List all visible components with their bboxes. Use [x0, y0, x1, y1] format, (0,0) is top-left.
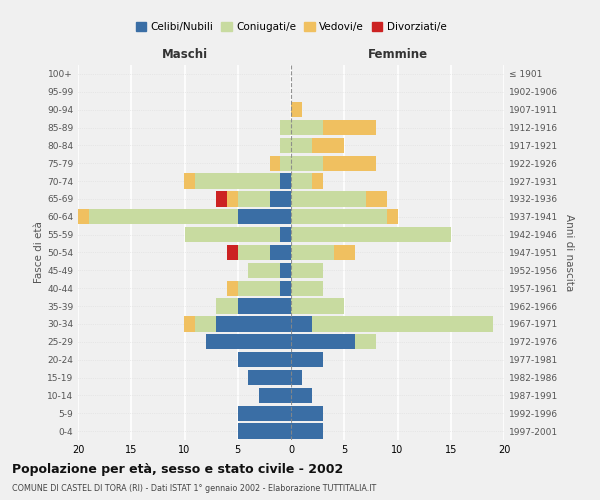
Bar	[313, 138, 344, 153]
Bar	[291, 245, 334, 260]
Legend: Celibi/Nubili, Coniugati/e, Vedovi/e, Divorziati/e: Celibi/Nubili, Coniugati/e, Vedovi/e, Di…	[131, 18, 451, 36]
Bar	[280, 174, 291, 188]
Text: Popolazione per età, sesso e stato civile - 2002: Popolazione per età, sesso e stato civil…	[12, 462, 343, 475]
Bar	[291, 138, 313, 153]
Bar	[291, 298, 344, 314]
Bar	[280, 227, 291, 242]
Bar	[185, 174, 195, 188]
Text: COMUNE DI CASTEL DI TORA (RI) - Dati ISTAT 1° gennaio 2002 - Elaborazione TUTTIT: COMUNE DI CASTEL DI TORA (RI) - Dati IST…	[12, 484, 376, 493]
Bar	[280, 156, 291, 171]
Bar	[291, 120, 323, 135]
Bar	[291, 424, 323, 438]
Bar	[291, 280, 323, 296]
Bar	[291, 209, 387, 224]
Bar	[334, 245, 355, 260]
Bar	[291, 388, 313, 403]
Bar	[238, 192, 270, 206]
Bar	[217, 192, 227, 206]
Bar	[387, 209, 398, 224]
Bar	[291, 370, 302, 385]
Bar	[89, 209, 238, 224]
Bar	[270, 192, 291, 206]
Bar	[313, 316, 493, 332]
Bar	[238, 298, 291, 314]
Y-axis label: Anni di nascita: Anni di nascita	[563, 214, 574, 291]
Bar	[78, 209, 89, 224]
Bar	[195, 316, 217, 332]
Bar	[238, 280, 280, 296]
Bar	[238, 352, 291, 367]
Bar	[227, 280, 238, 296]
Bar	[248, 263, 280, 278]
Bar	[185, 316, 195, 332]
Bar	[206, 334, 291, 349]
Bar	[291, 102, 302, 117]
Bar	[238, 424, 291, 438]
Bar	[280, 280, 291, 296]
Bar	[238, 245, 270, 260]
Text: Femmine: Femmine	[367, 48, 428, 62]
Bar	[227, 192, 238, 206]
Bar	[238, 406, 291, 421]
Bar	[217, 298, 238, 314]
Bar	[291, 316, 313, 332]
Bar	[291, 156, 323, 171]
Bar	[248, 370, 291, 385]
Bar	[355, 334, 376, 349]
Bar	[291, 192, 365, 206]
Bar	[270, 245, 291, 260]
Bar	[280, 138, 291, 153]
Bar	[323, 156, 376, 171]
Bar	[313, 174, 323, 188]
Bar	[291, 406, 323, 421]
Bar	[323, 120, 376, 135]
Bar	[291, 227, 451, 242]
Bar	[280, 120, 291, 135]
Bar	[291, 263, 323, 278]
Bar	[227, 245, 238, 260]
Bar	[217, 316, 291, 332]
Bar	[280, 263, 291, 278]
Bar	[291, 334, 355, 349]
Bar	[238, 209, 291, 224]
Text: Maschi: Maschi	[161, 48, 208, 62]
Bar	[291, 174, 313, 188]
Bar	[291, 352, 323, 367]
Bar	[259, 388, 291, 403]
Y-axis label: Fasce di età: Fasce di età	[34, 222, 44, 284]
Bar	[195, 174, 280, 188]
Bar	[270, 156, 280, 171]
Bar	[185, 227, 280, 242]
Bar	[365, 192, 387, 206]
